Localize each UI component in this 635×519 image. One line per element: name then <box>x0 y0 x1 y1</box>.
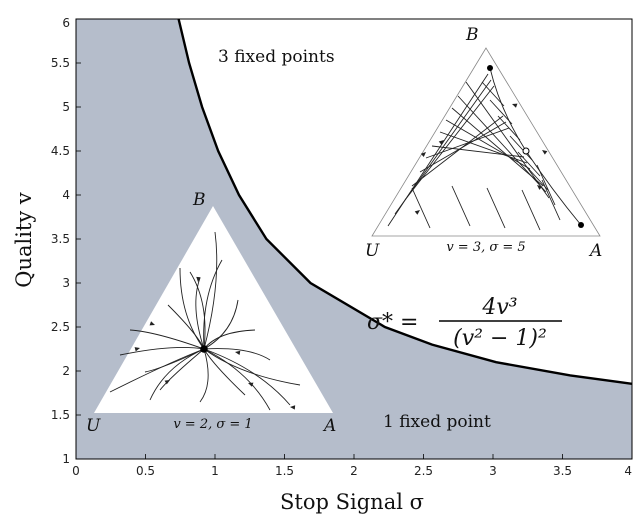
flow-arrow <box>537 185 543 190</box>
trajectory-curve <box>159 348 205 391</box>
trajectory-curve <box>404 85 495 201</box>
x-tick-label: 1 <box>211 464 219 478</box>
flow-arrow <box>149 321 155 326</box>
trajectory-curve <box>199 348 209 403</box>
trajectory-curve <box>203 259 223 350</box>
trajectory-curve <box>521 189 541 231</box>
x-tick-label: 2.5 <box>414 464 433 478</box>
trajectory-curve <box>203 299 239 350</box>
flow-arrow <box>542 150 548 155</box>
x-tick-label: 0 <box>72 464 80 478</box>
vertex-label-u: U <box>86 416 101 436</box>
axis-ticks: 0 0.5 1 1.5 2 2.5 3 3.5 4 1 1.5 2 2.5 3 3.5 4 4.5 5 5.5 6 <box>51 16 633 478</box>
flow-arrow <box>248 382 254 387</box>
inset-simplex-one: B U A v = 2, σ = 1 <box>86 190 336 436</box>
trajectories <box>387 67 582 231</box>
trajectory-curve <box>203 348 271 361</box>
equation-numerator: 4v³ <box>481 295 517 320</box>
flow-arrow <box>235 350 241 356</box>
trajectory-curve <box>411 187 431 229</box>
inset-caption: v = 2, σ = 1 <box>173 417 252 432</box>
bifurcation-boundary-curve <box>177 19 632 385</box>
trajectory-curve <box>457 95 547 193</box>
x-tick-label: 1.5 <box>275 464 294 478</box>
trajectory-curve <box>203 348 271 411</box>
x-tick-label: 4 <box>624 464 632 478</box>
y-tick-label: 1.5 <box>51 408 70 422</box>
trajectory-curve <box>425 127 510 159</box>
trajectory-curve <box>497 115 521 141</box>
region-label-three: 3 fixed points <box>218 47 335 67</box>
unstable-fixed-point <box>522 147 530 155</box>
x-tick-label: 3.5 <box>553 464 572 478</box>
trajectory-curve <box>431 145 525 158</box>
flow-arrow <box>438 140 444 145</box>
trajectory-curve <box>486 187 506 229</box>
y-tick-label: 6 <box>62 16 70 30</box>
flow-arrow <box>512 103 518 108</box>
trajectory-curve <box>419 121 507 173</box>
vertex-label-u: U <box>365 241 380 261</box>
y-tick-label: 4 <box>62 188 70 202</box>
trajectory-curve <box>109 348 205 393</box>
x-tick-label: 2 <box>350 464 358 478</box>
y-tick-label: 5 <box>62 100 70 114</box>
trajectory-curve <box>465 81 550 199</box>
trajectory-curve <box>411 115 504 187</box>
trajectory-curve <box>203 231 218 350</box>
equation-lhs: σ* = <box>367 310 418 335</box>
trajectory-curve <box>525 165 549 191</box>
trajectory-curve <box>189 271 206 350</box>
vertex-label-a: A <box>588 241 602 261</box>
x-tick-label: 3 <box>489 464 497 478</box>
y-tick-label: 2 <box>62 364 70 378</box>
y-tick-label: 3.5 <box>51 232 70 246</box>
flow-arrow <box>414 210 420 215</box>
trajectory-curve <box>439 131 528 164</box>
vertex-label-a: A <box>322 416 336 436</box>
y-tick-label: 1 <box>62 452 70 466</box>
flow-arrow <box>196 276 201 282</box>
stable-fixed-point-top <box>487 65 493 71</box>
boundary-equation: σ* = 4v³ (v² − 1)² <box>367 295 562 351</box>
simplex-triangle <box>94 206 333 413</box>
region-label-one: 1 fixed point <box>383 412 491 432</box>
trajectory-curve <box>517 151 541 177</box>
x-axis-label: Stop Signal σ <box>280 490 424 514</box>
trajectory-curve <box>129 329 205 350</box>
simplex-triangle <box>371 47 601 237</box>
inset-caption: v = 3, σ = 5 <box>446 240 525 255</box>
stable-fixed-point <box>200 345 208 353</box>
trajectory-curve <box>445 119 531 170</box>
trajectory-curve <box>179 267 205 350</box>
y-tick-label: 4.5 <box>51 144 70 158</box>
y-tick-label: 2.5 <box>51 320 70 334</box>
vertex-label-b: B <box>192 190 206 210</box>
trajectory-curve <box>119 346 205 356</box>
x-tick-label: 0.5 <box>136 464 155 478</box>
inset-simplex-two: B U A v = 3, σ = 5 <box>365 25 602 261</box>
y-tick-label: 5.5 <box>51 56 70 70</box>
vertex-label-b: B <box>465 25 479 45</box>
trajectory-curve <box>203 348 301 386</box>
y-axis-label: Quality v <box>12 192 36 288</box>
flow-arrow <box>290 405 296 410</box>
flow-arrow <box>164 380 170 385</box>
stable-fixed-point-bottom <box>578 222 584 228</box>
y-tick-label: 3 <box>62 276 70 290</box>
trajectory-curve <box>195 277 205 350</box>
trajectory-curve <box>509 135 533 161</box>
equation-denominator: (v² − 1)² <box>453 326 547 351</box>
flow-arrow <box>134 347 140 352</box>
flow-arrow <box>420 152 426 157</box>
trajectory-curve <box>451 107 544 187</box>
trajectory-curve <box>451 185 471 227</box>
trajectory-curve <box>149 348 205 401</box>
